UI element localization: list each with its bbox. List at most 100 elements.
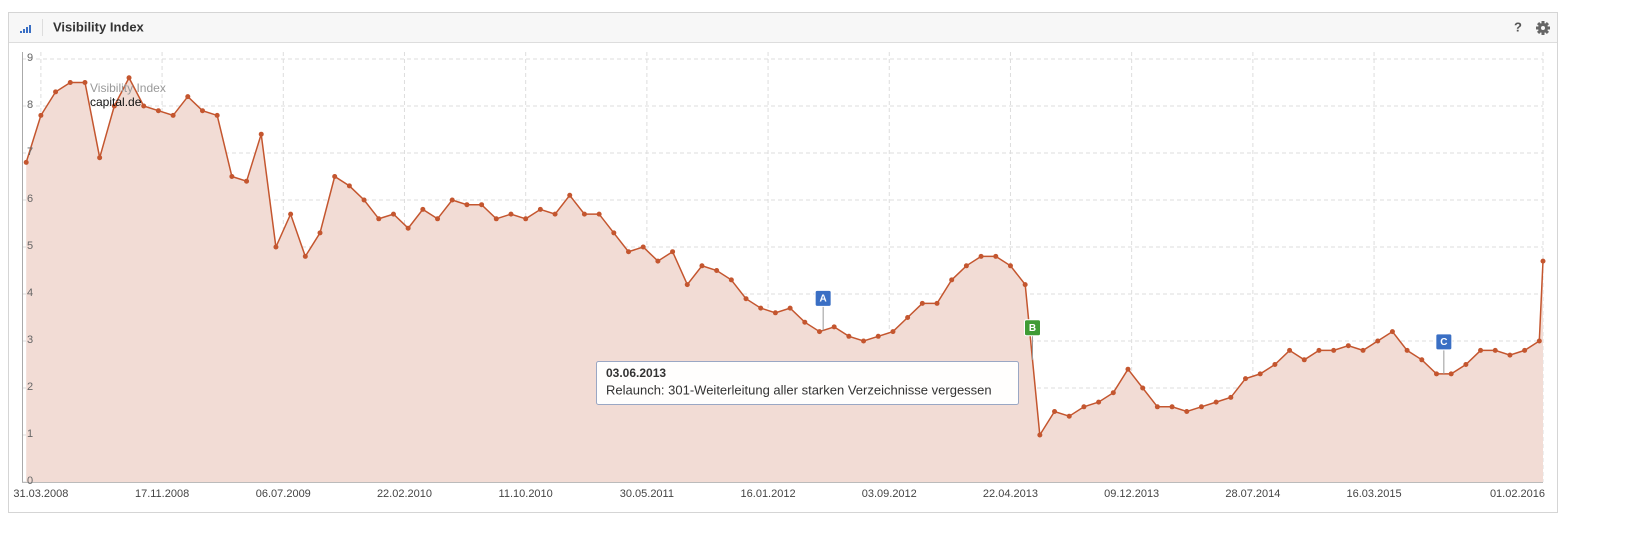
point — [1169, 404, 1175, 410]
point — [376, 216, 382, 222]
x-tick-label: 31.03.2008 — [13, 488, 68, 500]
x-tick-label: 01.02.2016 — [1490, 488, 1545, 500]
point — [97, 155, 103, 161]
point — [317, 230, 323, 236]
point — [1213, 399, 1219, 405]
y-tick-label: 0 — [27, 475, 33, 487]
point — [714, 268, 720, 273]
point — [1536, 338, 1542, 344]
event-flag[interactable]: B — [1024, 319, 1042, 337]
point — [993, 253, 999, 259]
header-icon — [20, 25, 31, 33]
event-label: B — [1029, 323, 1036, 334]
point — [596, 211, 602, 217]
point — [346, 183, 352, 189]
area — [26, 77, 1544, 483]
point — [1272, 362, 1278, 367]
point — [626, 249, 632, 255]
point — [508, 211, 514, 217]
tooltip-text: Relaunch: 301-Weiterleitung aller starke… — [606, 382, 992, 397]
point — [38, 112, 44, 118]
point — [244, 178, 250, 184]
legend-entry: capital.de — [90, 95, 142, 109]
point — [214, 112, 220, 118]
event-label: C — [1440, 337, 1447, 348]
point — [1463, 362, 1469, 367]
help-button[interactable]: ? — [1514, 19, 1522, 34]
point — [1081, 404, 1087, 410]
point — [1448, 371, 1454, 377]
point — [1257, 371, 1263, 377]
point — [802, 319, 808, 325]
y-tick-label: 3 — [27, 334, 33, 346]
y-tick-label: 4 — [27, 287, 33, 299]
x-tick-label: 06.07.2009 — [256, 488, 311, 500]
event-flag[interactable]: C — [1435, 333, 1453, 351]
point — [229, 174, 235, 179]
point — [82, 80, 88, 85]
point — [141, 103, 147, 109]
point — [861, 338, 867, 344]
point — [1066, 413, 1072, 419]
y-tick-label: 9 — [27, 52, 33, 64]
y-tick-label: 6 — [27, 193, 33, 205]
point — [361, 197, 367, 203]
point — [523, 216, 529, 222]
point — [1316, 347, 1322, 353]
point — [185, 94, 191, 100]
x-tick-label: 22.02.2010 — [377, 488, 432, 500]
event-label: A — [820, 294, 827, 305]
point — [288, 211, 294, 217]
point — [787, 305, 793, 311]
point — [1096, 399, 1102, 405]
header-title: Visibility Index — [53, 19, 145, 34]
point — [919, 300, 925, 306]
point — [1037, 432, 1043, 438]
settings-button[interactable] — [1536, 21, 1550, 35]
point — [743, 296, 749, 302]
point — [302, 253, 308, 259]
point — [170, 112, 176, 118]
point — [949, 277, 955, 283]
point — [1140, 385, 1146, 391]
point — [155, 108, 161, 114]
point — [273, 244, 279, 250]
x-tick-label: 22.04.2013 — [983, 488, 1038, 500]
point — [1375, 338, 1381, 344]
point — [1228, 394, 1234, 400]
point — [1345, 343, 1351, 349]
point — [1360, 347, 1366, 353]
point — [1540, 258, 1546, 264]
point — [728, 277, 734, 283]
point — [1287, 347, 1293, 353]
point — [1331, 347, 1337, 353]
point — [111, 103, 117, 109]
point — [1507, 352, 1513, 358]
point — [1243, 376, 1249, 382]
point — [449, 197, 455, 203]
point — [332, 174, 338, 179]
panel-header — [9, 13, 1557, 42]
point — [67, 80, 73, 85]
x-tick-label: 16.03.2015 — [1347, 488, 1402, 500]
point — [1110, 390, 1116, 396]
point — [1007, 263, 1013, 269]
point — [890, 329, 896, 335]
point — [655, 258, 661, 264]
point — [1052, 409, 1058, 414]
event-flag[interactable]: A — [814, 289, 832, 307]
point — [405, 225, 411, 231]
point — [611, 230, 617, 236]
x-tick-label: 16.01.2012 — [741, 488, 796, 500]
point — [1492, 347, 1498, 353]
point — [53, 89, 59, 95]
point — [1198, 404, 1204, 410]
point — [846, 333, 852, 339]
point — [435, 216, 441, 222]
point — [258, 131, 264, 137]
point — [684, 282, 690, 288]
x-tick-label: 11.10.2010 — [499, 488, 553, 500]
point — [1404, 347, 1410, 353]
event-box — [1024, 319, 1042, 337]
